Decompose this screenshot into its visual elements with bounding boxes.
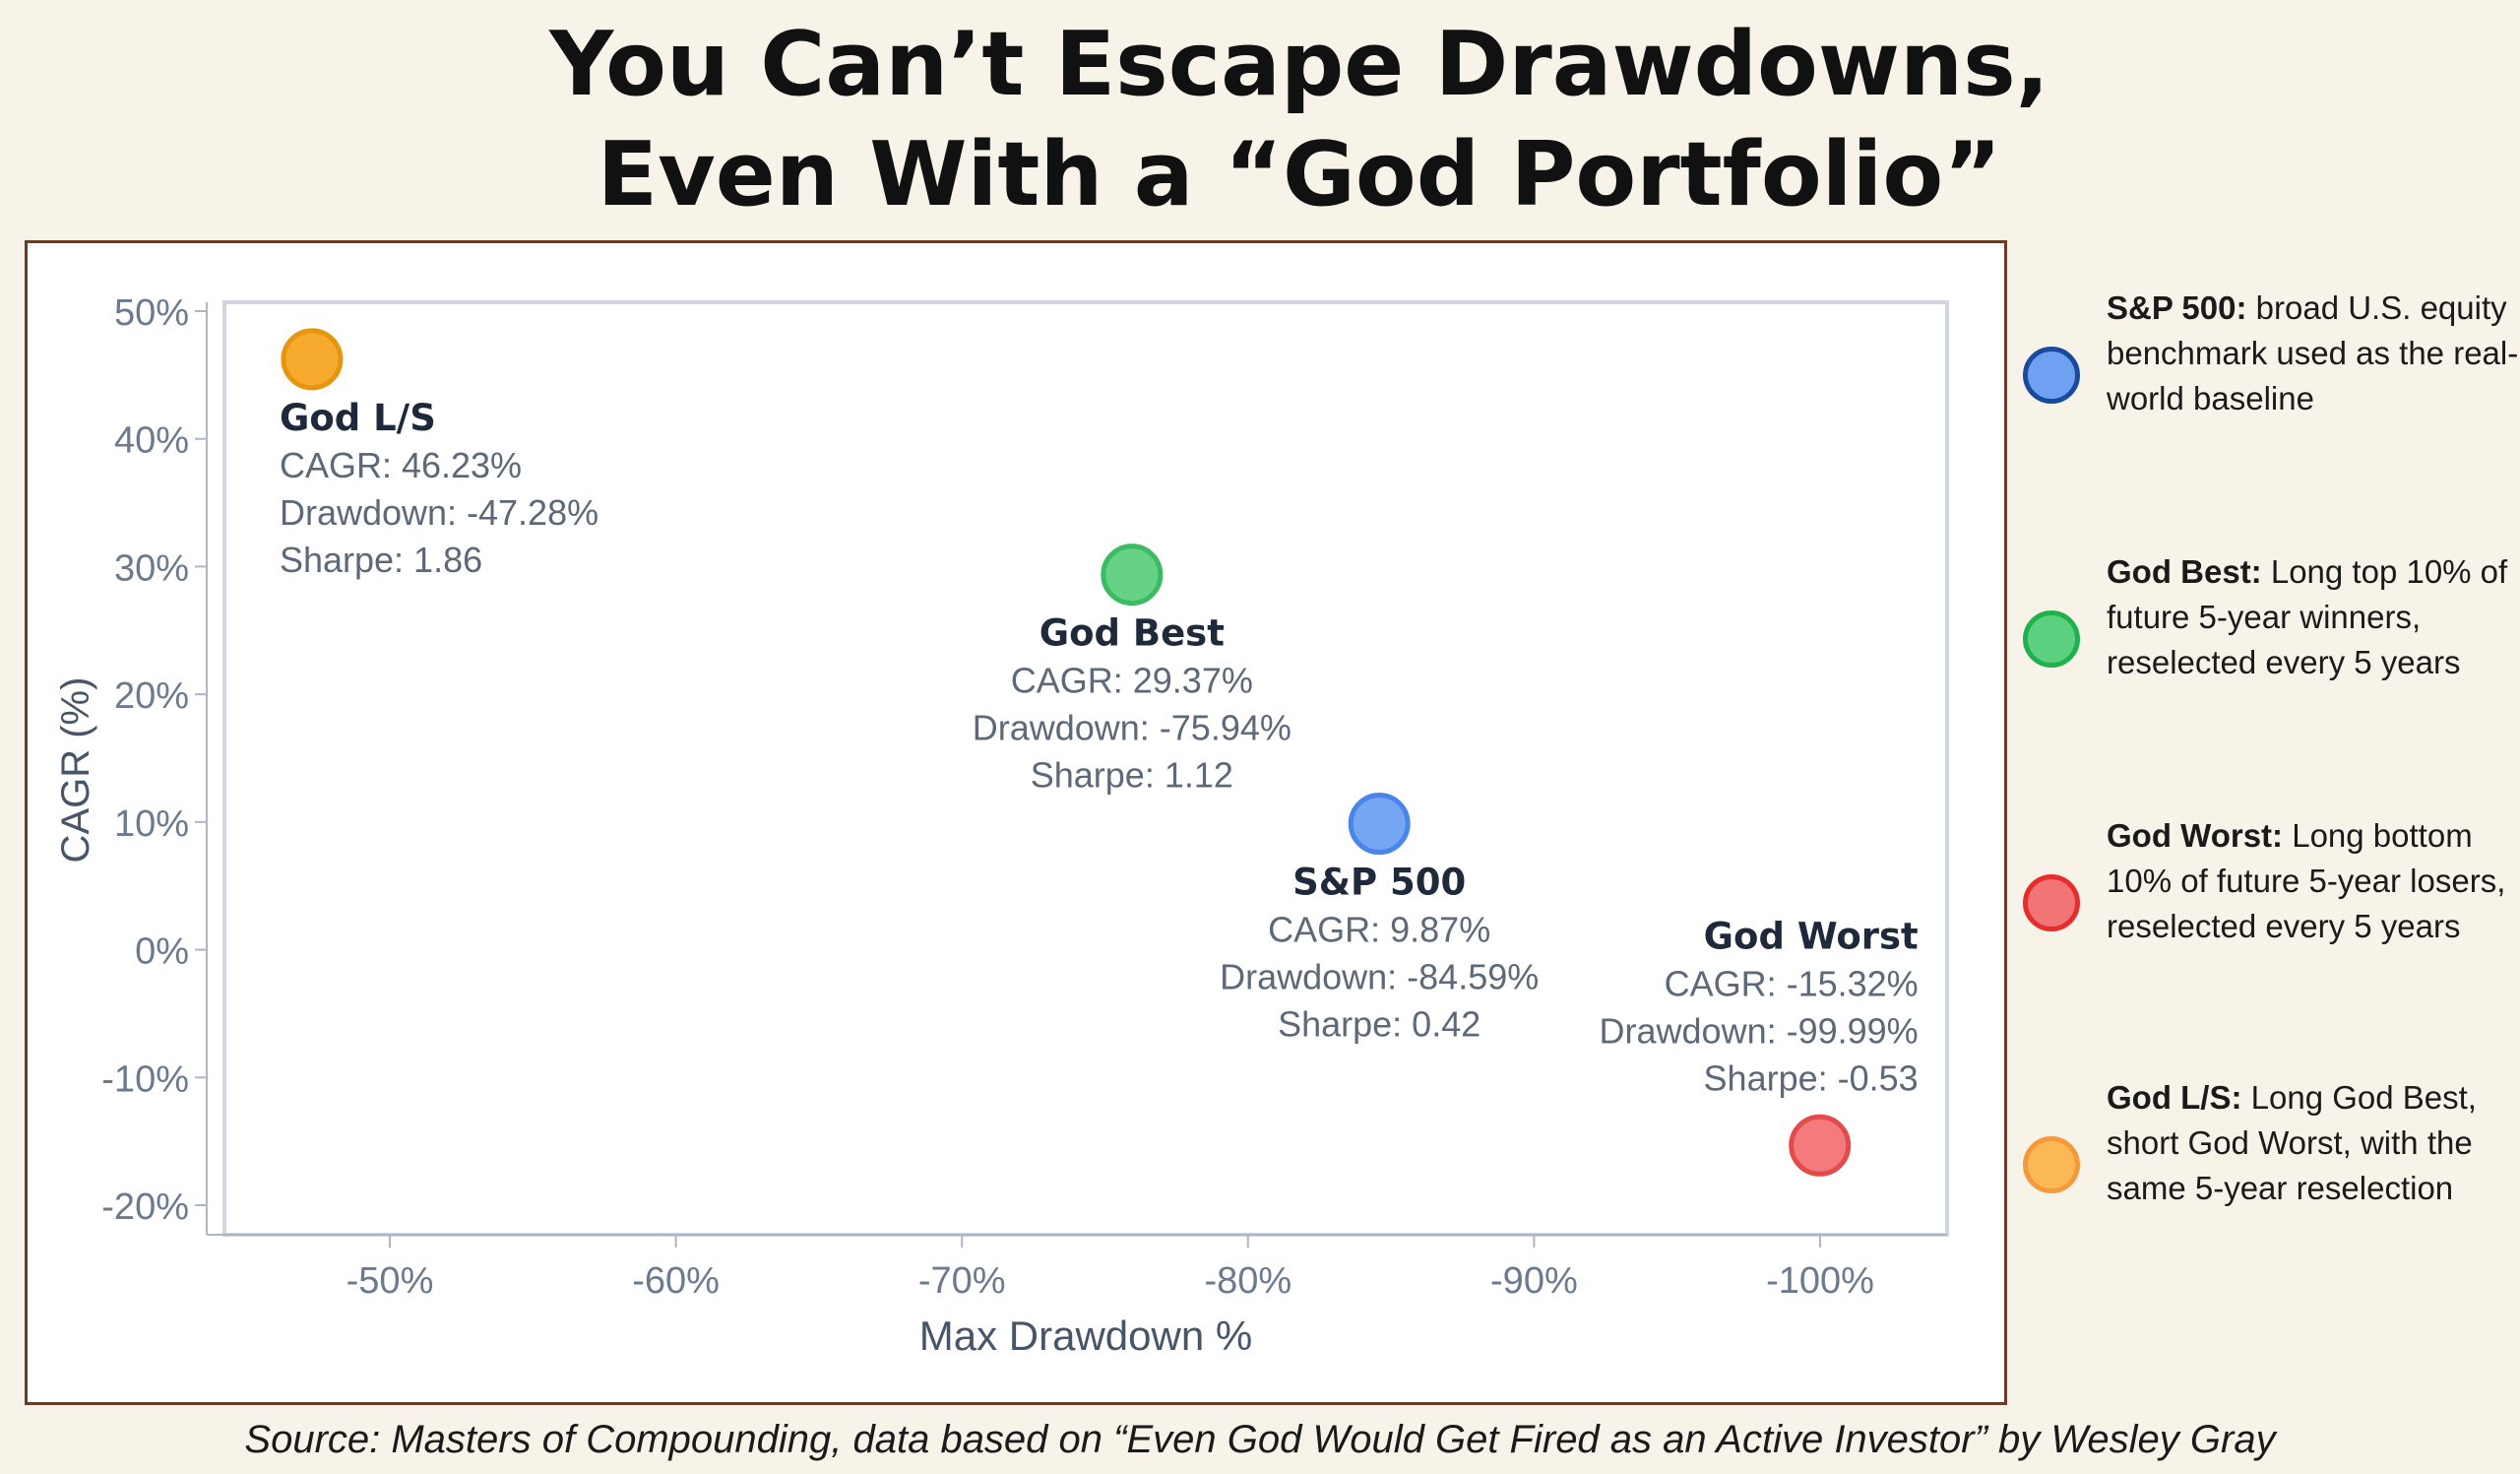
chart-frame: 50% 40% 30% 20% 10% 0% -10% -20% -50% -60% -70% -8… xyxy=(25,240,2007,1405)
legend-desc-god-worst: Long bottom 10% of future 5-year losers,… xyxy=(2107,817,2506,944)
point-label-god-worst: God Worst xyxy=(1704,915,1919,957)
data-points: God L/S CAGR: 46.23% Drawdown: -47.28% Shar… xyxy=(280,328,1919,1177)
x-tick-label: -90% xyxy=(1490,1260,1578,1302)
y-tick-label: 20% xyxy=(114,675,189,717)
point-label-s-p-500: S&P 500 xyxy=(1292,862,1466,904)
point-detail-god-worst: Drawdown: -99.99% xyxy=(1600,1010,1919,1051)
legend-text-god-ls: God L/S: Long God Best, short God Worst,… xyxy=(2107,1075,2520,1211)
legend-dot-god-best xyxy=(2023,610,2080,668)
point-label-god-best: God Best xyxy=(1040,612,1225,655)
x-tick-label: -100% xyxy=(1766,1260,1874,1302)
y-axis-label: CAGR (%) xyxy=(54,677,97,864)
legend-desc-god-ls: Long God Best, short God Worst, with the… xyxy=(2107,1079,2477,1206)
point-detail-god-l-s: Sharpe: 1.86 xyxy=(280,540,482,580)
scatter-chart: 50% 40% 30% 20% 10% 0% -10% -20% -50% -60% -70% -8… xyxy=(54,292,1949,1359)
point-detail-god-best: Drawdown: -75.94% xyxy=(973,708,1292,748)
legend-desc-sp500: broad U.S. equity benchmark used as the … xyxy=(2107,289,2519,417)
y-tick-label: 10% xyxy=(114,803,189,845)
point-detail-god-best: CAGR: 29.37% xyxy=(1011,661,1253,701)
point-detail-god-worst: CAGR: -15.32% xyxy=(1665,963,1919,1003)
point-detail-god-best: Sharpe: 1.12 xyxy=(1031,755,1233,796)
y-tick-label: 40% xyxy=(114,420,189,462)
point-label-god-l-s: God L/S xyxy=(280,397,436,439)
legend-name-sp500: S&P 500: xyxy=(2107,289,2247,326)
y-axis-ticks: 50% 40% 30% 20% 10% 0% -10% -20% xyxy=(101,292,207,1228)
legend-text-god-best: God Best: Long top 10% of future 5-year … xyxy=(2107,549,2520,685)
legend-name-god-ls: God L/S: xyxy=(2107,1079,2242,1116)
legend-dot-sp500 xyxy=(2023,347,2080,404)
legend-text-sp500: S&P 500: broad U.S. equity benchmark use… xyxy=(2107,286,2520,421)
chart-title-line-1: You Can’t Escape Drawdowns, xyxy=(549,13,2049,116)
chart-title: You Can’t Escape Drawdowns, Even With a … xyxy=(0,10,2520,230)
y-tick-label: -10% xyxy=(101,1058,189,1100)
x-axis-ticks: -50% -60% -70% -80% -90% -100% xyxy=(346,1235,1874,1302)
legend-name-god-best: God Best: xyxy=(2107,553,2262,590)
legend-dot-god-ls xyxy=(2023,1136,2080,1193)
y-tick-label: 30% xyxy=(114,547,189,589)
point-detail-god-worst: Sharpe: -0.53 xyxy=(1704,1057,1919,1098)
x-axis-label: Max Drawdown % xyxy=(919,1313,1252,1359)
legend-dot-god-worst xyxy=(2023,874,2080,931)
point-detail-s-p-500: CAGR: 9.87% xyxy=(1268,910,1490,950)
point-god-best xyxy=(1101,544,1164,607)
point-detail-god-l-s: CAGR: 46.23% xyxy=(280,445,522,485)
legend-desc-god-best: Long top 10% of future 5-year winners, r… xyxy=(2107,553,2508,680)
y-tick-label: -20% xyxy=(101,1186,189,1228)
point-detail-s-p-500: Drawdown: -84.59% xyxy=(1220,957,1539,997)
legend-name-god-worst: God Worst: xyxy=(2107,817,2284,854)
x-tick-label: -80% xyxy=(1204,1260,1292,1302)
y-tick-label: 0% xyxy=(135,931,189,973)
x-tick-label: -50% xyxy=(346,1260,434,1302)
x-tick-label: -60% xyxy=(632,1260,720,1302)
source-caption: Source: Masters of Compounding, data bas… xyxy=(244,1418,2276,1461)
y-tick-label: 50% xyxy=(114,292,189,334)
legend-text-god-worst: God Worst: Long bottom 10% of future 5-y… xyxy=(2107,813,2520,949)
point-detail-god-l-s: Drawdown: -47.28% xyxy=(280,492,598,533)
point-god-worst xyxy=(1789,1114,1852,1177)
x-tick-label: -70% xyxy=(918,1260,1006,1302)
point-god-l-s xyxy=(281,328,344,391)
point-detail-s-p-500: Sharpe: 0.42 xyxy=(1278,1004,1480,1045)
chart-title-line-2: Even With a “God Portfolio” xyxy=(597,123,2002,226)
point-s-p-500 xyxy=(1348,793,1411,856)
